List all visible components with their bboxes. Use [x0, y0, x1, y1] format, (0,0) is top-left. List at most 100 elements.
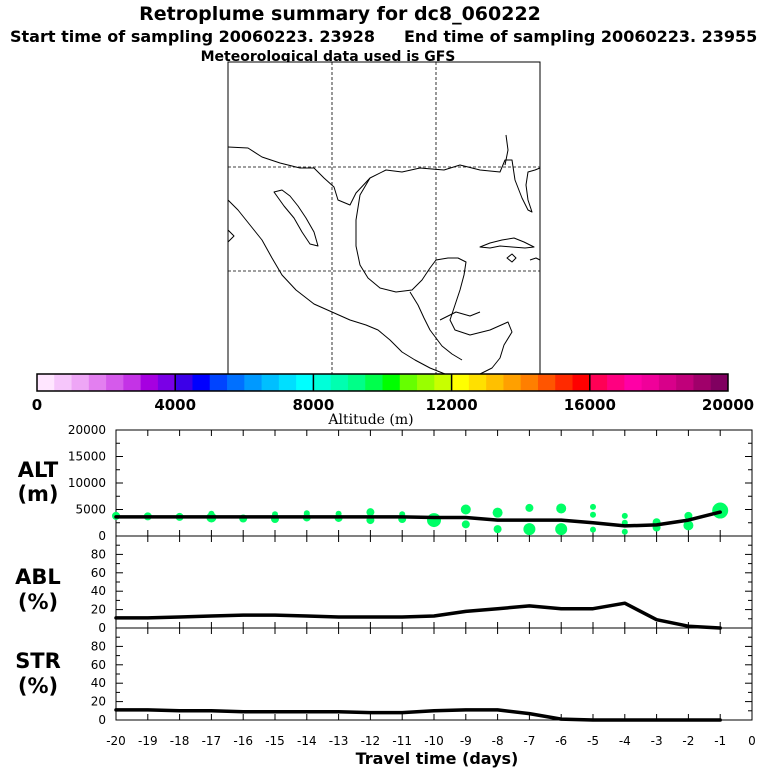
altitude-point	[303, 510, 310, 517]
colorbar-frame	[36, 373, 729, 392]
alt-ylabel: ALT	[18, 458, 59, 482]
abl-panel-frame	[115, 535, 753, 629]
x-tick-label: -19	[138, 734, 158, 748]
altitude-y-tick-label: 20000	[68, 423, 106, 437]
altitude-point	[555, 523, 568, 536]
altitude-point	[492, 507, 503, 518]
map-gridlines	[228, 62, 540, 374]
colorbar-tick-label: 16000	[564, 396, 616, 414]
colorbar-cell	[434, 374, 453, 391]
altitude-point	[556, 503, 567, 514]
abl-y-tick-label: 0	[98, 621, 106, 635]
colorbar-cell	[537, 374, 556, 391]
colorbar-cell	[486, 374, 504, 391]
colorbar-cell	[382, 374, 401, 391]
alt-ylabel-unit: (m)	[17, 482, 58, 506]
x-tick-label: -7	[523, 734, 535, 748]
colorbar-tick-label: 4000	[154, 396, 196, 414]
x-tick-label: -1	[714, 734, 726, 748]
x-tick-label: -6	[555, 734, 567, 748]
colorbar-cell	[244, 374, 263, 391]
x-tick-label: -3	[651, 734, 663, 748]
x-tick-labels: -20 -19 -18 -17 -16 -15 -14 -13 -12 -11 -10 -9 -8 -7-…	[106, 734, 756, 748]
str-ylabel-unit: (%)	[18, 674, 58, 698]
x-tick-label: -9	[460, 734, 472, 748]
altitude-point	[621, 528, 628, 535]
x-tick-label: -13	[329, 734, 349, 748]
colorbar-cell	[106, 374, 124, 391]
colorbar-cell	[399, 374, 418, 391]
colorbar-cell	[555, 374, 574, 391]
colorbar-cell	[313, 374, 332, 391]
colorbar-cell	[468, 374, 487, 391]
colorbar-tick-label: 20000	[702, 396, 754, 414]
colorbar-cell	[54, 374, 73, 391]
altitude-point	[493, 525, 502, 534]
colorbar-cell	[261, 374, 280, 391]
colorbar-tick-label: 0	[32, 396, 42, 414]
colorbar-title: Altitude (m)	[327, 412, 413, 428]
altitude-point	[525, 503, 534, 512]
colorbar-cell	[607, 374, 625, 391]
abl-y-tick-label: 80	[91, 547, 106, 561]
x-tick-label: -16	[233, 734, 253, 748]
colorbar-cell	[710, 374, 729, 391]
str-y-tick-label: 60	[91, 658, 106, 672]
str-panel-frame	[115, 627, 753, 721]
altitude-y-tick-label: 5000	[75, 503, 106, 517]
str-series-line	[114, 708, 722, 722]
x-tick-label: -4	[619, 734, 631, 748]
abl-panel: 0 20 40 60 80	[91, 536, 753, 635]
colorbar-cell	[88, 374, 107, 391]
colorbar-cell	[278, 374, 297, 391]
x-axis-label: Travel time (days)	[356, 749, 519, 768]
altitude-y-tick-label: 15000	[68, 450, 106, 464]
x-tick-label: -17	[202, 734, 222, 748]
abl-y-tick-label: 40	[91, 584, 106, 598]
colorbar-cell	[347, 374, 366, 391]
x-tick-label: -12	[361, 734, 381, 748]
end-time-label: End time of sampling 20060223. 23955	[404, 27, 757, 46]
colorbar-cell	[123, 374, 142, 391]
colorbar-tick-label: 12000	[426, 396, 478, 414]
colorbar-cell	[572, 374, 591, 391]
altitude-point	[523, 523, 536, 536]
colorbar-cell	[693, 374, 712, 391]
colorbar-cell	[624, 374, 643, 391]
colorbar-cell	[365, 374, 383, 391]
x-tick-label: -5	[587, 734, 599, 748]
altitude-colorbar: 0 4000 8000 12000 16000 20000 Altitude (m)	[32, 373, 754, 428]
x-tick-label: -10	[424, 734, 444, 748]
abl-y-tick-label: 20	[91, 603, 106, 617]
colorbar-cell	[296, 374, 314, 391]
x-tick-label: -18	[170, 734, 190, 748]
x-tick-label: -11	[392, 734, 412, 748]
met-data-label: Meteorological data used is GFS	[201, 49, 456, 65]
abl-y-tick-label: 60	[91, 566, 106, 580]
colorbar-cell	[157, 374, 176, 391]
altitude-panel: 0 5000 10000 15000 20000	[68, 423, 753, 543]
x-tick-label: -14	[297, 734, 317, 748]
colorbar-cell	[589, 374, 608, 391]
colorbar-cell	[71, 374, 90, 391]
colorbar-cell	[192, 374, 211, 391]
colorbar-cell	[209, 374, 228, 391]
colorbar-cells	[37, 374, 729, 391]
x-tick-label: -2	[682, 734, 694, 748]
colorbar-cell	[330, 374, 349, 391]
str-ylabel: STR	[15, 649, 61, 673]
colorbar-cell	[503, 374, 522, 391]
altitude-point	[427, 513, 441, 528]
colorbar-cell	[227, 374, 245, 391]
altitude-point	[621, 512, 628, 519]
start-time-label: Start time of sampling 20060223. 23928	[10, 27, 375, 46]
x-tick-label: -8	[492, 734, 504, 748]
colorbar-cell	[451, 374, 470, 391]
coastlines	[227, 134, 541, 375]
altitude-y-tick-label: 10000	[68, 476, 106, 490]
str-panel: 0 20 40 60 80	[91, 628, 753, 727]
colorbar-cell	[641, 374, 660, 391]
str-y-tick-label: 40	[91, 676, 106, 690]
altitude-y-tick-label: 0	[98, 529, 106, 543]
